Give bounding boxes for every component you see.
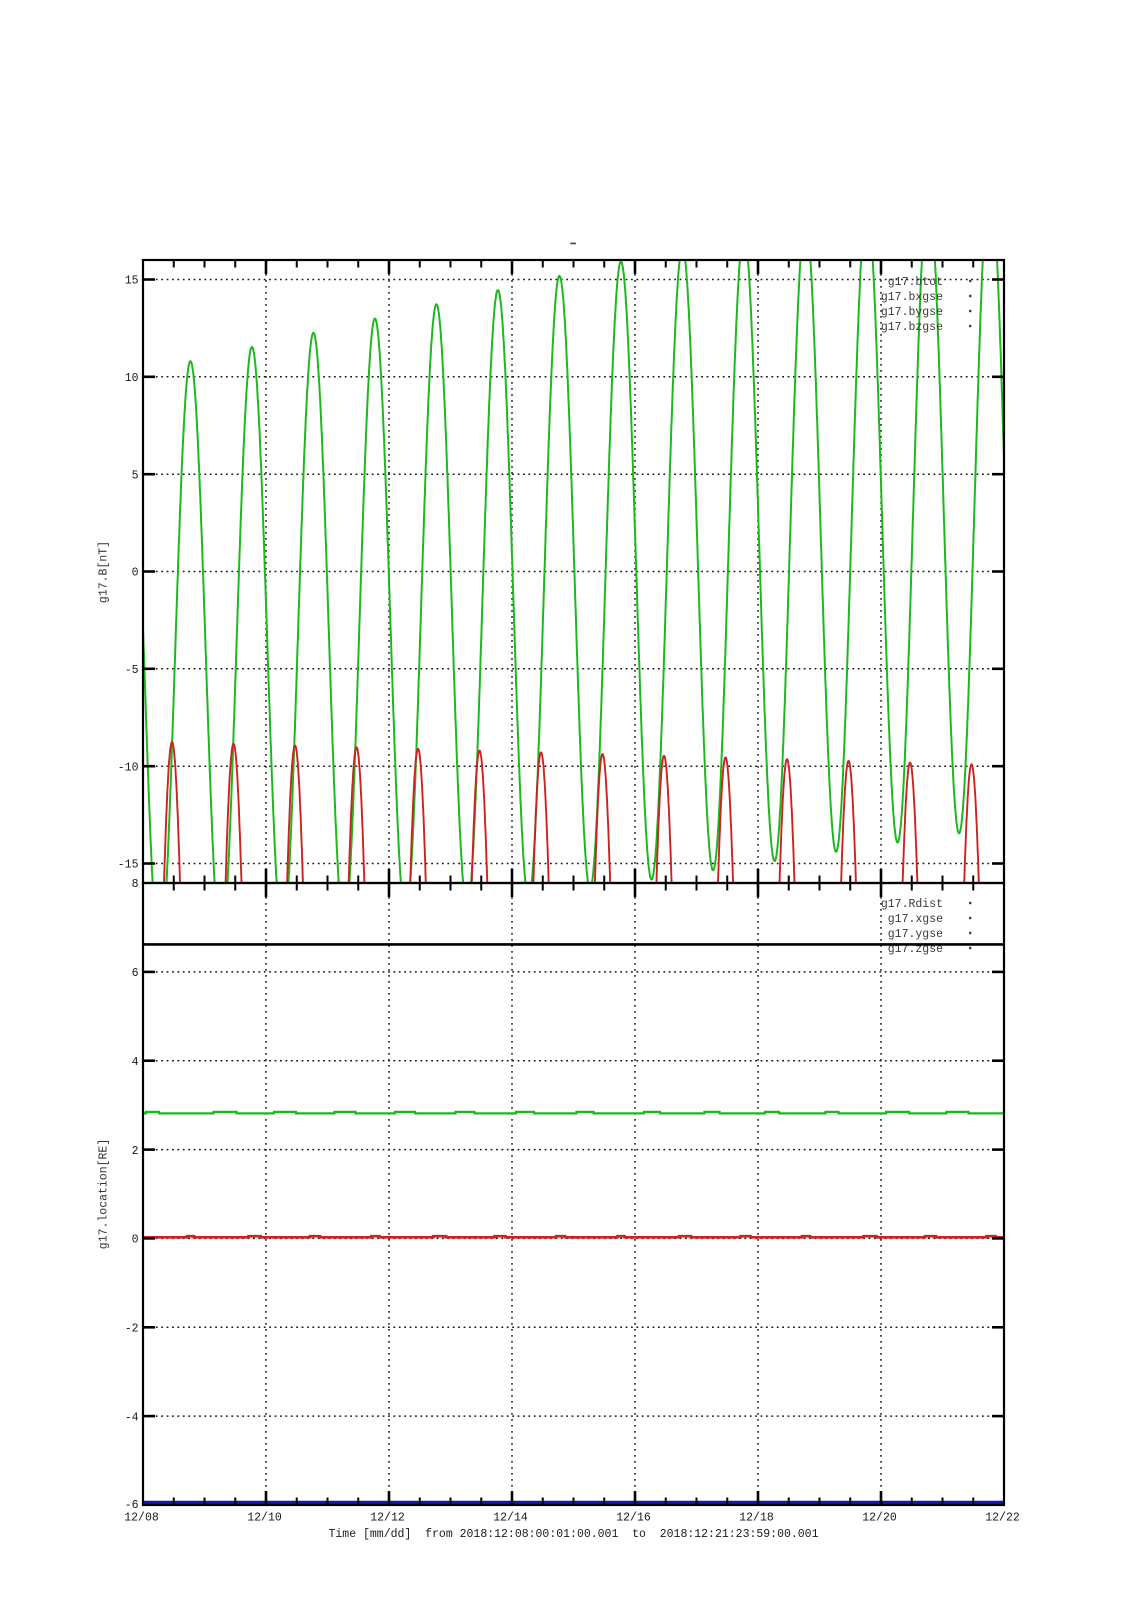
svg-text:6: 6 — [132, 967, 139, 980]
svg-text:-10: -10 — [118, 761, 139, 774]
svg-text:g17.ygse: g17.ygse — [888, 928, 943, 941]
svg-text:10: 10 — [125, 372, 139, 385]
svg-text:12/10: 12/10 — [247, 1512, 282, 1525]
svg-text:g17.zgse: g17.zgse — [888, 943, 943, 956]
svg-text:4: 4 — [132, 1056, 139, 1069]
svg-text:g17.btot: g17.btot — [888, 276, 943, 289]
svg-text:-2: -2 — [125, 1322, 139, 1335]
svg-text:g17.B[nT]: g17.B[nT] — [98, 541, 111, 603]
svg-text:g17.bygse: g17.bygse — [881, 306, 943, 319]
svg-text:12/14: 12/14 — [493, 1512, 528, 1525]
svg-text:12/12: 12/12 — [370, 1512, 405, 1525]
svg-text:-5: -5 — [125, 664, 139, 677]
svg-text:2: 2 — [132, 1145, 139, 1158]
svg-text:12/16: 12/16 — [616, 1512, 651, 1525]
svg-text:8: 8 — [132, 878, 139, 891]
svg-text:g17.bxgse: g17.bxgse — [881, 291, 943, 304]
svg-text:-6: -6 — [125, 1499, 139, 1512]
svg-text:12/08: 12/08 — [124, 1512, 159, 1525]
svg-text:-4: -4 — [125, 1411, 139, 1424]
svg-text:Time [mm/dd] from 2018:12:08:: Time [mm/dd] from 2018:12:08:00:01:00.00… — [329, 1528, 819, 1541]
svg-text:12/18: 12/18 — [739, 1512, 774, 1525]
svg-text:12/22: 12/22 — [985, 1512, 1020, 1525]
svg-text:0: 0 — [132, 567, 139, 580]
svg-text:g17.bzgse: g17.bzgse — [881, 321, 943, 334]
svg-text:12/20: 12/20 — [862, 1512, 897, 1525]
svg-text:0: 0 — [132, 1234, 139, 1247]
svg-text:5: 5 — [132, 469, 139, 482]
svg-text:15: 15 — [125, 275, 139, 288]
svg-text:g17.Rdist: g17.Rdist — [881, 898, 943, 911]
svg-text:-15: -15 — [118, 859, 139, 872]
svg-text:g17.location[RE]: g17.location[RE] — [98, 1139, 111, 1249]
svg-text:g17.xgse: g17.xgse — [888, 913, 943, 926]
